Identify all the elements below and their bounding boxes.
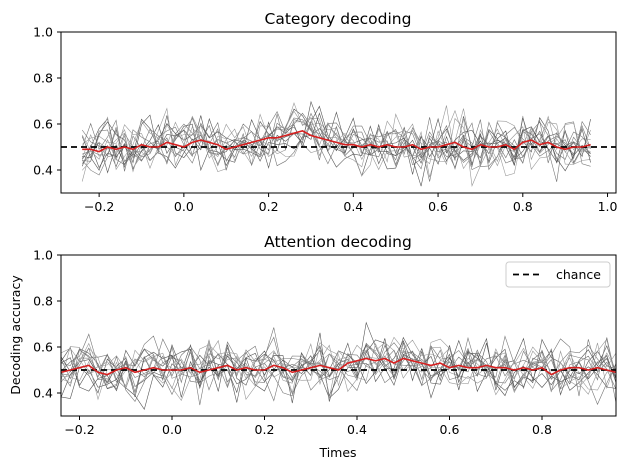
- x-tick-label: 1.0: [598, 199, 618, 214]
- subject-trace-category: [82, 114, 591, 166]
- subject-trace-attention: [60, 337, 617, 399]
- panel-attention-decoding: Attention decoding −0.2 0.0 0.2 0.4 0.6 0.8 0…: [8, 233, 617, 460]
- y-tick-label: 0.8: [33, 294, 53, 309]
- subject-trace-attention: [60, 342, 617, 402]
- y-tick-label: 1.0: [33, 25, 53, 40]
- mean-line-category: [82, 130, 591, 153]
- axes-frame-category: [60, 31, 617, 194]
- title-category-decoding: Category decoding: [265, 10, 412, 28]
- x-tick-label: 0.6: [428, 199, 448, 214]
- y-ticks-attention: 0.4 0.6 0.8 1.0: [33, 248, 61, 401]
- subject-trace-attention: [60, 336, 617, 392]
- x-tick-label: 0.8: [532, 422, 552, 437]
- subject-trace-category: [81, 115, 591, 187]
- x-tick-label: 0.4: [347, 422, 367, 437]
- y-ticks-category: 0.4 0.6 0.8 1.0: [33, 25, 61, 178]
- subject-trace-category: [81, 112, 591, 182]
- individual-traces-category: [81, 100, 591, 187]
- subject-trace-attention: [60, 327, 617, 406]
- y-tick-label: 0.8: [33, 71, 53, 86]
- subject-trace-category: [81, 108, 591, 172]
- x-tick-label: 0.2: [259, 199, 279, 214]
- x-tick-label: 0.4: [343, 199, 363, 214]
- x-tick-label: −0.2: [84, 199, 114, 214]
- y-tick-label: 0.6: [33, 117, 53, 132]
- y-tick-label: 0.4: [33, 163, 53, 178]
- subject-trace-category: [82, 100, 591, 169]
- legend: chance: [505, 261, 611, 288]
- individual-traces-attention: [60, 321, 617, 411]
- y-axis-label: Decoding accuracy: [8, 275, 23, 395]
- y-tick-label: 0.6: [33, 340, 53, 355]
- x-ticks-category: −0.2 0.0 0.2 0.4 0.6 0.8 1.0: [84, 193, 618, 214]
- x-tick-label: 0.2: [255, 422, 275, 437]
- legend-box: [505, 261, 611, 288]
- x-tick-label: 0.8: [513, 199, 533, 214]
- mean-line-attention: [60, 357, 617, 376]
- x-ticks-attention: −0.2 0.0 0.2 0.4 0.6 0.8: [64, 416, 552, 437]
- subject-trace-attention: [60, 336, 617, 404]
- subject-trace-attention: [60, 321, 617, 411]
- panel-category-decoding: Category decoding −0.2 0.0 0.2 0.4 0.6 0.8 1.0…: [33, 10, 617, 214]
- subject-trace-category: [81, 111, 591, 182]
- x-tick-label: 0.0: [162, 422, 182, 437]
- y-tick-label: 0.4: [33, 386, 53, 401]
- subject-trace-category: [81, 117, 591, 176]
- subject-trace-attention: [60, 335, 617, 392]
- title-attention-decoding: Attention decoding: [264, 233, 412, 251]
- legend-chance-label: chance: [556, 267, 601, 282]
- subject-trace-category: [81, 110, 591, 182]
- subject-trace-category: [81, 105, 591, 187]
- axes-frame-attention: [60, 254, 617, 417]
- x-axis-label: Times: [318, 445, 356, 460]
- x-tick-label: 0.0: [174, 199, 194, 214]
- y-tick-label: 1.0: [33, 248, 53, 263]
- subject-trace-attention: [60, 333, 617, 403]
- x-tick-label: −0.2: [64, 422, 94, 437]
- x-tick-label: 0.6: [440, 422, 460, 437]
